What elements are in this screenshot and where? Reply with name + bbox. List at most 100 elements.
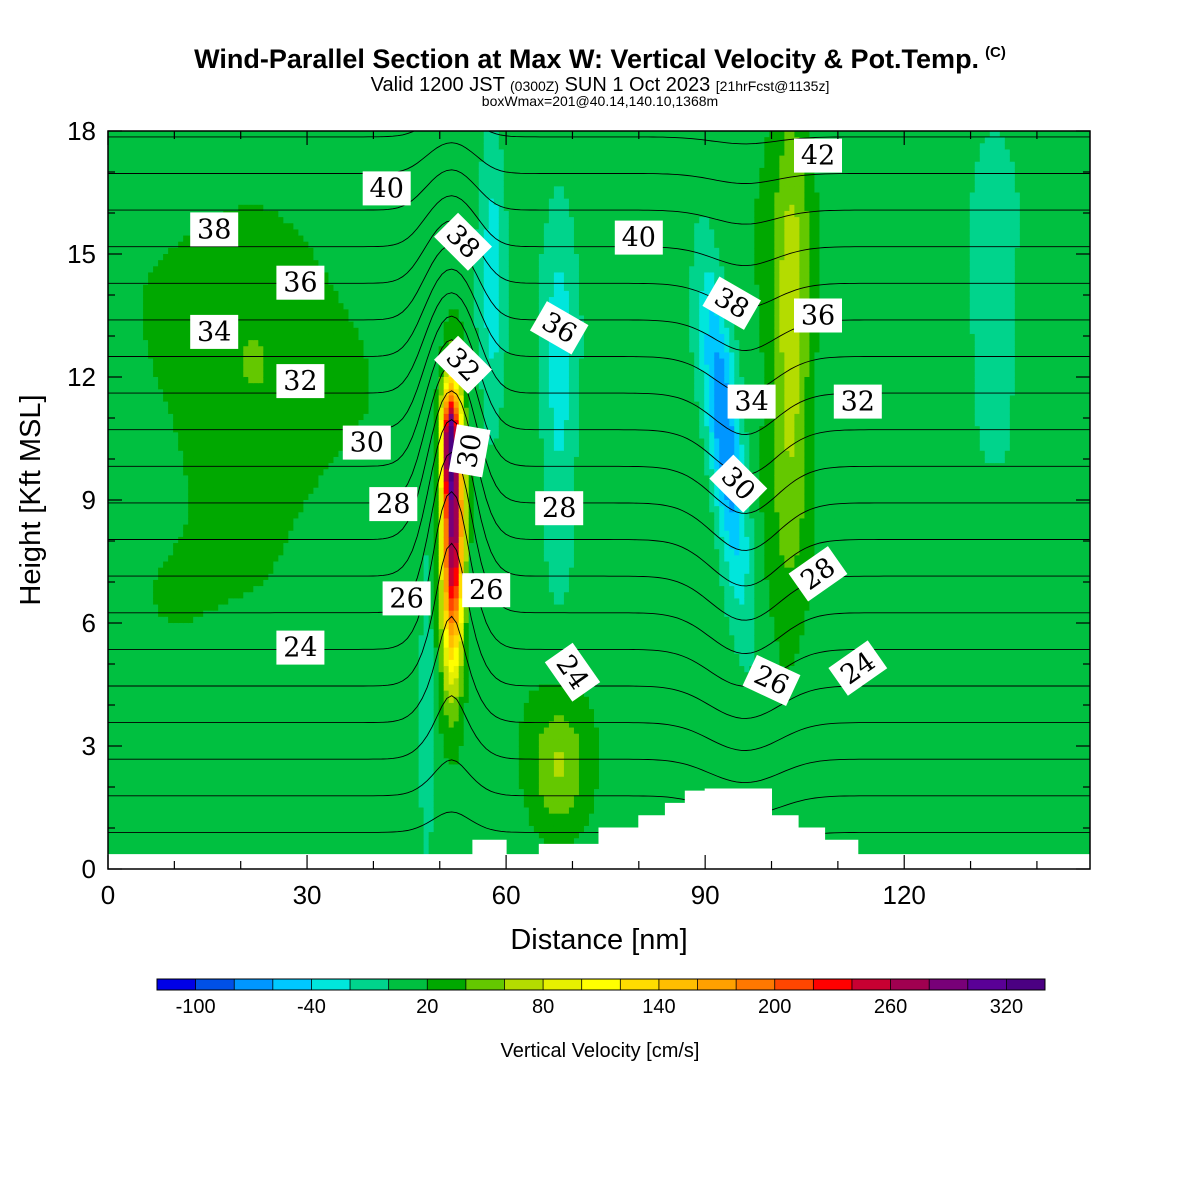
velocity-cell bbox=[188, 832, 194, 839]
velocity-cell bbox=[193, 838, 199, 845]
velocity-cell bbox=[133, 328, 139, 335]
velocity-cell bbox=[138, 752, 144, 759]
velocity-cell bbox=[193, 352, 199, 359]
velocity-cell bbox=[108, 439, 114, 446]
velocity-cell bbox=[208, 734, 214, 741]
velocity-cell bbox=[168, 691, 174, 698]
velocity-cell bbox=[163, 316, 169, 323]
velocity-cell bbox=[188, 789, 194, 796]
velocity-cell bbox=[113, 488, 119, 495]
velocity-cell bbox=[143, 217, 149, 224]
velocity-cell bbox=[118, 359, 124, 366]
velocity-cell bbox=[143, 512, 149, 519]
velocity-cell bbox=[128, 439, 134, 446]
velocity-cell bbox=[188, 475, 194, 482]
velocity-cell bbox=[163, 666, 169, 673]
velocity-cell bbox=[138, 445, 144, 452]
velocity-cell bbox=[118, 457, 124, 464]
velocity-cell bbox=[138, 365, 144, 372]
velocity-cell bbox=[183, 334, 189, 341]
velocity-cell bbox=[173, 451, 179, 458]
velocity-cell bbox=[108, 469, 114, 476]
velocity-cell bbox=[198, 562, 204, 569]
velocity-cell bbox=[148, 703, 154, 710]
velocity-cell bbox=[183, 359, 189, 366]
velocity-cell bbox=[198, 383, 204, 390]
velocity-cell bbox=[133, 174, 139, 181]
velocity-cell bbox=[138, 586, 144, 593]
velocity-cell bbox=[173, 180, 179, 187]
velocity-cell bbox=[178, 518, 184, 525]
velocity-cell bbox=[108, 801, 114, 808]
velocity-cell bbox=[158, 414, 164, 421]
velocity-cell bbox=[203, 469, 209, 476]
velocity-cell bbox=[113, 605, 119, 612]
velocity-cell bbox=[133, 844, 139, 851]
velocity-cell bbox=[168, 291, 174, 298]
velocity-cell bbox=[133, 697, 139, 704]
velocity-cell bbox=[203, 605, 209, 612]
velocity-cell bbox=[123, 844, 129, 851]
velocity-cell bbox=[163, 537, 169, 544]
velocity-cell bbox=[193, 303, 199, 310]
velocity-cell bbox=[148, 199, 154, 206]
velocity-cell bbox=[173, 297, 179, 304]
velocity-cell bbox=[178, 777, 184, 784]
velocity-cell bbox=[108, 703, 114, 710]
velocity-cell bbox=[173, 365, 179, 372]
velocity-cell bbox=[188, 482, 194, 489]
velocity-cell bbox=[153, 199, 159, 206]
velocity-cell bbox=[153, 180, 159, 187]
velocity-cell bbox=[193, 531, 199, 538]
velocity-cell bbox=[158, 703, 164, 710]
velocity-cell bbox=[183, 143, 189, 150]
velocity-cell bbox=[128, 340, 134, 347]
velocity-cell bbox=[163, 500, 169, 507]
velocity-cell bbox=[158, 260, 164, 267]
velocity-cell bbox=[143, 678, 149, 685]
velocity-cell bbox=[168, 359, 174, 366]
velocity-cell bbox=[198, 518, 204, 525]
velocity-cell bbox=[188, 592, 194, 599]
velocity-cell bbox=[113, 648, 119, 655]
velocity-cell bbox=[113, 506, 119, 513]
velocity-cell bbox=[143, 488, 149, 495]
velocity-cell bbox=[153, 740, 159, 747]
velocity-cell bbox=[163, 242, 169, 249]
velocity-cell bbox=[143, 248, 149, 255]
velocity-cell bbox=[173, 611, 179, 618]
velocity-cell bbox=[178, 266, 184, 273]
velocity-cell bbox=[188, 518, 194, 525]
velocity-cell bbox=[133, 334, 139, 341]
velocity-cell bbox=[193, 801, 199, 808]
velocity-cell bbox=[178, 346, 184, 353]
velocity-cell bbox=[148, 525, 154, 532]
velocity-cell bbox=[123, 475, 129, 482]
velocity-cell bbox=[158, 377, 164, 384]
velocity-cell bbox=[148, 691, 154, 698]
velocity-cell bbox=[183, 592, 189, 599]
velocity-cell bbox=[113, 820, 119, 827]
velocity-cell bbox=[168, 377, 174, 384]
velocity-cell bbox=[208, 691, 214, 698]
velocity-cell bbox=[183, 734, 189, 741]
velocity-cell bbox=[143, 783, 149, 790]
velocity-cell bbox=[173, 500, 179, 507]
velocity-cell bbox=[198, 512, 204, 519]
velocity-cell bbox=[128, 666, 134, 673]
velocity-cell bbox=[148, 586, 154, 593]
velocity-cell bbox=[193, 660, 199, 667]
velocity-cell bbox=[118, 838, 124, 845]
velocity-cell bbox=[203, 377, 209, 384]
velocity-cell bbox=[128, 414, 134, 421]
velocity-cell bbox=[133, 395, 139, 402]
velocity-cell bbox=[108, 555, 114, 562]
velocity-cell bbox=[193, 629, 199, 636]
velocity-cell bbox=[158, 635, 164, 642]
velocity-cell bbox=[178, 549, 184, 556]
velocity-cell bbox=[153, 734, 159, 741]
velocity-cell bbox=[113, 445, 119, 452]
velocity-cell bbox=[183, 377, 189, 384]
velocity-cell bbox=[203, 518, 209, 525]
velocity-cell bbox=[168, 383, 174, 390]
